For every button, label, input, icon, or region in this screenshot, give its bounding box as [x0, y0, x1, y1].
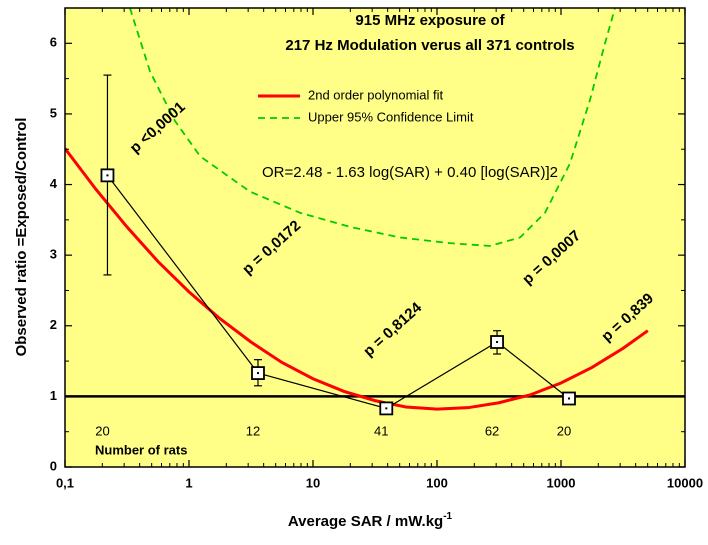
y-tick-label: 4 [50, 176, 58, 191]
x-tick-label: 0,1 [56, 475, 74, 490]
formula: OR=2.48 - 1.63 log(SAR) + 0.40 [log(SAR)… [262, 164, 558, 181]
legend-label: 2nd order polynomial fit [308, 87, 444, 102]
marker-dot [106, 174, 109, 177]
count-label: 41 [374, 423, 388, 438]
x-axis-label: Average SAR / mW.kg-1 [288, 511, 453, 530]
y-axis-label: Observed ratio =Exposed/Control [13, 118, 30, 357]
x-axis-label-sup: -1 [443, 511, 452, 522]
marker-dot [496, 341, 499, 344]
legend-label: Upper 95% Confidence Limit [308, 109, 474, 124]
count-label: 20 [557, 423, 571, 438]
x-tick-label: 100 [426, 475, 448, 490]
plot-background [65, 8, 685, 467]
x-tick-label: 10000 [667, 475, 703, 490]
y-tick-label: 1 [50, 388, 57, 403]
x-tick-label: 1 [185, 475, 192, 490]
plot-frame [64, 7, 686, 468]
counts-label: Number of rats [95, 442, 187, 457]
x-axis-label-text: Average SAR / mW.kg [288, 513, 443, 530]
y-tick-label: 3 [50, 247, 57, 262]
count-label: 20 [95, 423, 109, 438]
chart-title: 915 MHz exposure of [355, 12, 505, 29]
y-tick-label: 0 [50, 458, 57, 473]
chart-title: 217 Hz Modulation verus all 371 controls [285, 37, 574, 54]
curve [129, 8, 616, 247]
x-tick-label: 1000 [547, 475, 576, 490]
y-tick-label: 5 [50, 105, 57, 120]
marker-dot [385, 407, 388, 410]
y-tick-label: 2 [50, 317, 57, 332]
count-label: 12 [246, 423, 260, 438]
x-tick-label: 10 [306, 475, 320, 490]
y-tick-label: 6 [50, 35, 57, 50]
count-label: 62 [485, 423, 499, 438]
marker-dot [567, 397, 570, 400]
curve [65, 147, 649, 411]
marker-dot [256, 372, 259, 375]
